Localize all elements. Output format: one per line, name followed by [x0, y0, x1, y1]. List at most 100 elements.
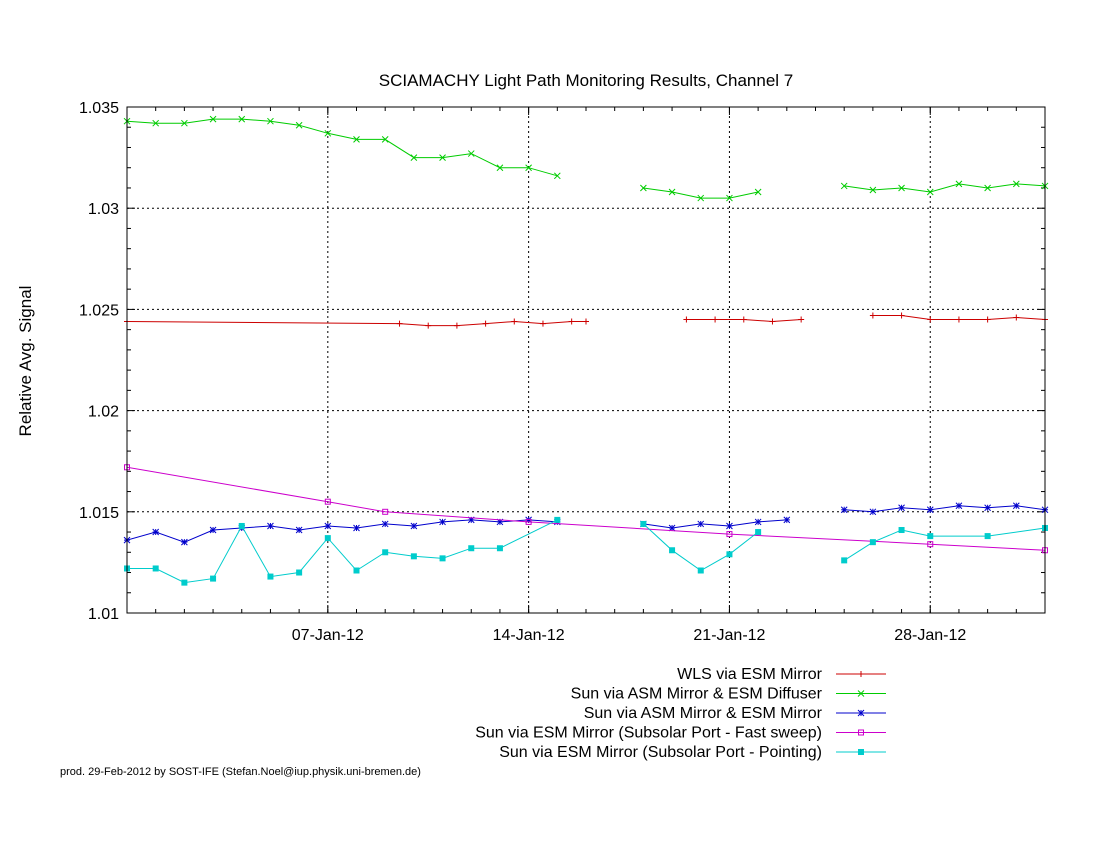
data-point	[511, 318, 518, 325]
plot-frame	[126, 106, 1046, 614]
data-point	[181, 538, 188, 546]
data-point	[668, 524, 676, 532]
data-point	[267, 573, 274, 580]
data-point	[353, 136, 360, 143]
legend-label: Sun via ASM Mirror & ESM Diffuser	[571, 686, 823, 703]
data-point	[898, 312, 905, 319]
data-point	[754, 518, 762, 526]
data-point	[697, 567, 704, 574]
data-point	[439, 154, 446, 161]
data-point	[238, 522, 245, 529]
data-point	[857, 709, 865, 717]
series-1	[124, 312, 1048, 329]
data-point	[209, 115, 217, 123]
data-point	[496, 164, 504, 172]
x-tick-label: 28-Jan-12	[894, 627, 966, 644]
series-2	[123, 115, 1049, 202]
data-point	[496, 545, 503, 552]
series-line	[126, 466, 1046, 551]
legend-label: WLS via ESM Mirror	[677, 666, 823, 683]
data-point	[783, 516, 791, 524]
data-point	[396, 320, 403, 327]
x-tick-label: 21-Jan-12	[693, 627, 765, 644]
data-point	[898, 504, 905, 512]
data-point	[955, 316, 962, 323]
series-line	[844, 505, 1046, 513]
y-tick-label: 1.015	[79, 505, 119, 522]
data-point	[152, 119, 160, 127]
data-point	[769, 318, 776, 325]
data-point	[726, 531, 733, 538]
data-point	[381, 520, 389, 528]
data-point	[410, 553, 417, 560]
legend-entry: Sun via ASM Mirror & ESM Diffuser	[571, 686, 886, 703]
data-point	[353, 524, 360, 532]
y-tick-label: 1.03	[88, 201, 119, 218]
legend-label: Sun via ASM Mirror & ESM Mirror	[584, 705, 823, 722]
data-point	[324, 129, 332, 137]
data-point	[353, 567, 360, 574]
grid-lines	[127, 107, 1045, 613]
data-point	[568, 318, 575, 325]
data-point	[296, 569, 303, 576]
axis-ticks: 1.01 1.015 1.02 1.025 1.03 1.035 07-Jan-12 14-J…	[79, 100, 1045, 644]
data-point	[640, 184, 647, 192]
data-point	[324, 535, 331, 542]
data-point	[898, 527, 905, 534]
data-point	[869, 312, 876, 319]
data-point	[697, 194, 705, 202]
data-point	[553, 172, 561, 180]
data-point	[726, 194, 733, 202]
data-point	[467, 516, 475, 524]
data-point	[683, 316, 690, 323]
data-point	[1012, 180, 1020, 188]
data-point	[840, 182, 848, 190]
data-point	[798, 316, 805, 323]
legend-entry: Sun via ESM Mirror (Subsolar Port - Poin…	[499, 744, 886, 761]
data-point	[324, 522, 332, 530]
data-point	[898, 184, 905, 192]
data-point	[858, 671, 864, 677]
data-point	[267, 117, 274, 125]
data-point	[754, 188, 762, 196]
footer-credit: prod. 29-Feb-2012 by SOST-IFE (Stefan.No…	[60, 766, 421, 778]
data-point	[1013, 314, 1020, 321]
data-point	[669, 547, 676, 554]
data-point	[267, 522, 274, 530]
data-point	[295, 526, 303, 534]
data-point	[869, 539, 876, 546]
data-point	[726, 522, 733, 530]
data-point	[181, 579, 188, 586]
data-point	[1012, 502, 1020, 510]
data-point	[238, 115, 246, 123]
series-line	[643, 187, 759, 199]
data-point	[210, 575, 217, 582]
data-point	[858, 749, 864, 755]
data-point	[755, 529, 762, 536]
data-point	[583, 318, 589, 325]
x-tick-label: 14-Jan-12	[493, 627, 565, 644]
data-point	[926, 506, 934, 514]
data-point	[152, 528, 160, 536]
legend-entry: Sun via ESM Mirror (Subsolar Port - Fast…	[475, 725, 886, 742]
series-line	[126, 320, 586, 327]
data-point	[382, 508, 389, 515]
data-point	[927, 541, 934, 548]
legend-entry: WLS via ESM Mirror	[677, 666, 886, 683]
data-point	[209, 526, 217, 534]
data-point	[841, 557, 848, 564]
y-tick-label: 1.025	[79, 302, 119, 319]
data-point	[410, 154, 418, 161]
data-point	[869, 186, 877, 194]
series-line	[126, 519, 558, 543]
y-tick-label: 1.035	[79, 100, 119, 117]
series-line	[127, 519, 558, 584]
data-point	[984, 504, 991, 512]
data-point	[927, 316, 934, 323]
y-tick-label: 1.02	[88, 404, 119, 421]
series-line	[643, 523, 759, 572]
data-point	[869, 508, 877, 516]
data-point	[381, 136, 389, 143]
data-point	[525, 164, 532, 172]
